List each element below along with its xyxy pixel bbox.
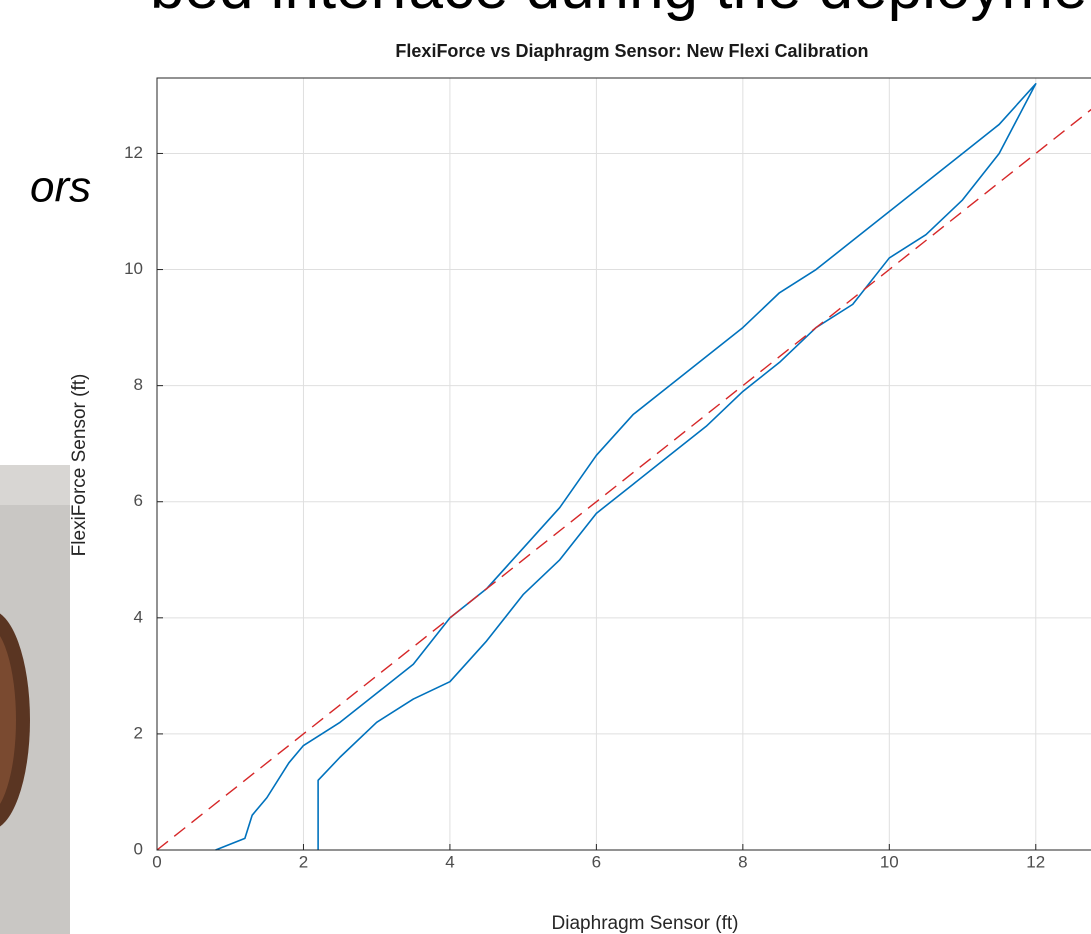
- chart-title: FlexiForce vs Diaphragm Sensor: New Flex…: [395, 41, 868, 61]
- y-tick-label: 0: [134, 839, 143, 858]
- slide-heading: bed interface during the deployment: [150, 0, 1091, 22]
- y-axis-label: FlexiForce Sensor (ft): [69, 374, 90, 557]
- x-tick-label: 10: [880, 852, 899, 871]
- y-tick-label: 8: [134, 375, 143, 394]
- x-axis-label: Diaphragm Sensor (ft): [552, 913, 739, 934]
- y-tick-label: 6: [134, 491, 143, 510]
- data-line: [156, 108, 1091, 851]
- y-tick-label: 10: [124, 259, 143, 278]
- x-tick-label: 6: [592, 852, 601, 871]
- slide-bullet: ors: [30, 163, 91, 212]
- x-tick-label: 4: [445, 852, 454, 871]
- x-tick-label: 12: [1026, 852, 1045, 871]
- x-tick-label: 2: [299, 852, 308, 871]
- plot-area: [157, 78, 1091, 850]
- x-tick-label: 8: [738, 852, 747, 871]
- y-tick-label: 4: [134, 607, 143, 626]
- photo: [0, 465, 70, 934]
- axes-box: [156, 77, 1091, 851]
- data-line: [215, 83, 1037, 851]
- x-tick-label: 0: [152, 852, 161, 871]
- y-tick-label: 12: [124, 143, 143, 162]
- y-tick-label: 2: [134, 723, 143, 742]
